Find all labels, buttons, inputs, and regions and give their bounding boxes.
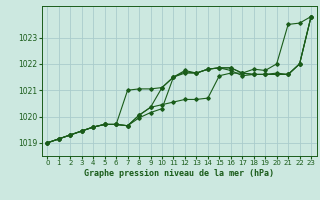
X-axis label: Graphe pression niveau de la mer (hPa): Graphe pression niveau de la mer (hPa) <box>84 169 274 178</box>
